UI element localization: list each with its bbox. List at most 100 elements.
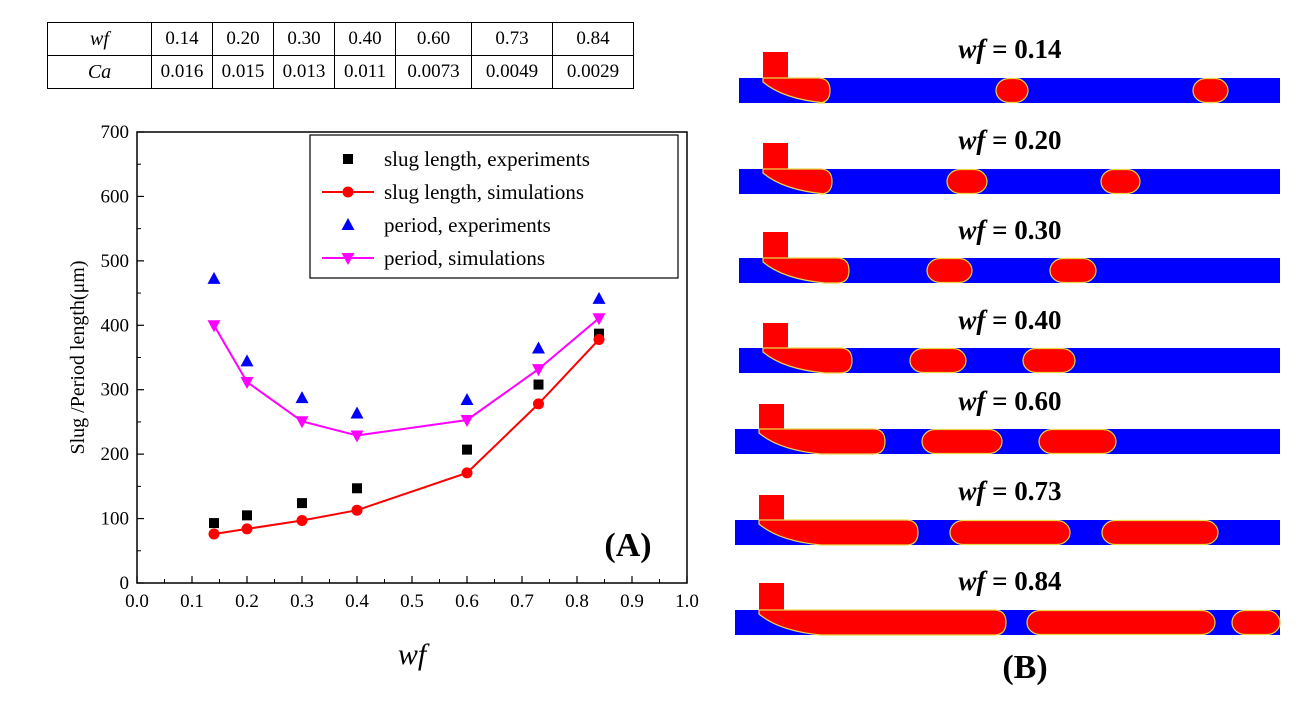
series-1 xyxy=(208,333,605,540)
data-point-circle xyxy=(461,467,473,479)
y-tick-label: 300 xyxy=(101,380,130,401)
snapshot-title-value: = 0.20 xyxy=(985,125,1061,155)
data-point-triangle-up xyxy=(341,218,355,230)
table-cell: 0.0073 xyxy=(395,55,472,89)
table-cell: 0.0029 xyxy=(552,55,634,89)
droplet xyxy=(1100,168,1141,195)
snapshot-title: wf = 0.84 xyxy=(958,566,1061,596)
x-axis-label: wf xyxy=(398,638,430,671)
x-tick-label: 1.0 xyxy=(675,591,699,612)
snapshot-title-value: = 0.60 xyxy=(985,386,1061,416)
table-row-header: wf xyxy=(47,22,152,56)
forming-droplet xyxy=(762,168,833,195)
snapshot-row: wf = 0.73 xyxy=(735,476,1280,546)
legend-label: slug length, simulations xyxy=(384,180,584,204)
snapshot-title: wf = 0.73 xyxy=(958,476,1061,506)
snapshot-title: wf = 0.30 xyxy=(958,215,1061,245)
droplet xyxy=(946,168,988,195)
data-point-triangle-down xyxy=(341,253,355,265)
snapshot-title: wf = 0.40 xyxy=(958,305,1061,335)
snapshot-row: wf = 0.60 xyxy=(735,386,1280,455)
x-tick-label: 0.7 xyxy=(510,591,534,612)
forming-droplet xyxy=(758,609,1007,636)
legend-box xyxy=(309,134,679,279)
series-3 xyxy=(207,313,606,443)
data-point-circle xyxy=(533,398,544,410)
data-point-triangle-up xyxy=(460,393,474,406)
table-cell: 0.016 xyxy=(151,55,213,89)
y-tick-label: 400 xyxy=(101,315,130,336)
forming-droplet xyxy=(758,428,886,455)
data-point-triangle-down xyxy=(350,430,364,443)
snapshot-row: wf = 0.20 xyxy=(739,125,1280,195)
legend-label: period, experiments xyxy=(384,213,551,237)
droplet xyxy=(1192,77,1229,104)
parameter-table-grid: wf 0.14 0.20 0.30 0.40 0.60 0.73 0.84 Ca… xyxy=(47,22,634,89)
x-tick-label: 0.6 xyxy=(455,591,479,612)
data-point-circle xyxy=(296,515,308,527)
data-point-circle xyxy=(342,186,354,198)
snapshot-title-value: = 0.40 xyxy=(985,305,1061,335)
data-point-triangle-down xyxy=(240,376,254,389)
droplet xyxy=(909,347,967,374)
chart-a-layer: 0.0 0.1 0.2 0.3 0.4 0.5 0.6 0.7 0.8 0.9 1.0 0 100 200… xyxy=(67,122,699,671)
y-tick-label: 500 xyxy=(101,251,130,272)
x-tick-label: 0.1 xyxy=(180,591,204,612)
inlet xyxy=(763,143,788,169)
snapshot-row: wf = 0.30 xyxy=(739,215,1280,284)
panel-label-a: (A) xyxy=(604,527,651,564)
droplet xyxy=(1038,428,1117,455)
droplet xyxy=(1231,609,1281,636)
data-point-square xyxy=(297,498,307,509)
table-cell: 0.84 xyxy=(552,22,634,56)
forming-droplet xyxy=(762,347,853,374)
y-tick-label: 200 xyxy=(101,444,130,465)
inlet xyxy=(763,232,788,258)
droplet xyxy=(949,519,1071,546)
data-point-square xyxy=(343,154,353,164)
data-point-triangle-down xyxy=(295,416,309,429)
data-point-circle xyxy=(241,523,253,535)
snapshot-row: wf = 0.40 xyxy=(739,305,1280,374)
y-tick-label: 600 xyxy=(101,186,130,207)
table-cell: 0.73 xyxy=(471,22,553,56)
table-cell: 0.013 xyxy=(273,55,335,89)
snapshot-title-variable: wf xyxy=(958,125,988,155)
snapshot-title-variable: wf xyxy=(958,386,988,416)
snapshot-title: wf = 0.20 xyxy=(958,125,1061,155)
legend-label: period, simulations xyxy=(384,246,545,270)
data-point-triangle-down xyxy=(460,414,474,427)
forming-droplet xyxy=(758,519,919,546)
data-point-square xyxy=(594,328,604,339)
table-cell: 0.30 xyxy=(273,22,335,56)
data-point-triangle-up xyxy=(532,341,545,354)
droplet xyxy=(1101,519,1219,546)
inlet xyxy=(763,52,788,78)
data-point-triangle-down xyxy=(207,320,221,333)
x-tick-label: 0.4 xyxy=(345,591,369,612)
parameter-table: wf 0.14 0.20 0.30 0.40 0.60 0.73 0.84 Ca… xyxy=(47,22,634,89)
droplet xyxy=(1049,257,1097,284)
data-point-triangle-up xyxy=(592,291,606,304)
panel-label-b: (B) xyxy=(1002,649,1047,686)
legend-label: slug length, experiments xyxy=(384,147,590,171)
data-point-square xyxy=(352,483,362,494)
x-tick-label: 0.3 xyxy=(290,591,314,612)
snapshot-title-variable: wf xyxy=(958,566,988,596)
x-tick-label: 0.2 xyxy=(235,591,259,612)
table-cell: 0.0049 xyxy=(471,55,553,89)
snapshot-title-value: = 0.30 xyxy=(985,215,1061,245)
snapshot-row: wf = 0.84 xyxy=(735,566,1281,636)
snapshot-title-variable: wf xyxy=(958,215,988,245)
data-point-triangle-up xyxy=(350,406,364,419)
snapshot-title-value: = 0.73 xyxy=(985,476,1061,506)
forming-droplet xyxy=(762,77,831,104)
snapshot-title: wf = 0.60 xyxy=(958,386,1061,416)
inlet xyxy=(759,495,784,520)
y-axis-label: Slug /Period length(μm) xyxy=(67,260,89,454)
data-point-square xyxy=(533,379,544,390)
droplet xyxy=(1026,609,1216,636)
data-point-triangle-up xyxy=(240,354,254,367)
